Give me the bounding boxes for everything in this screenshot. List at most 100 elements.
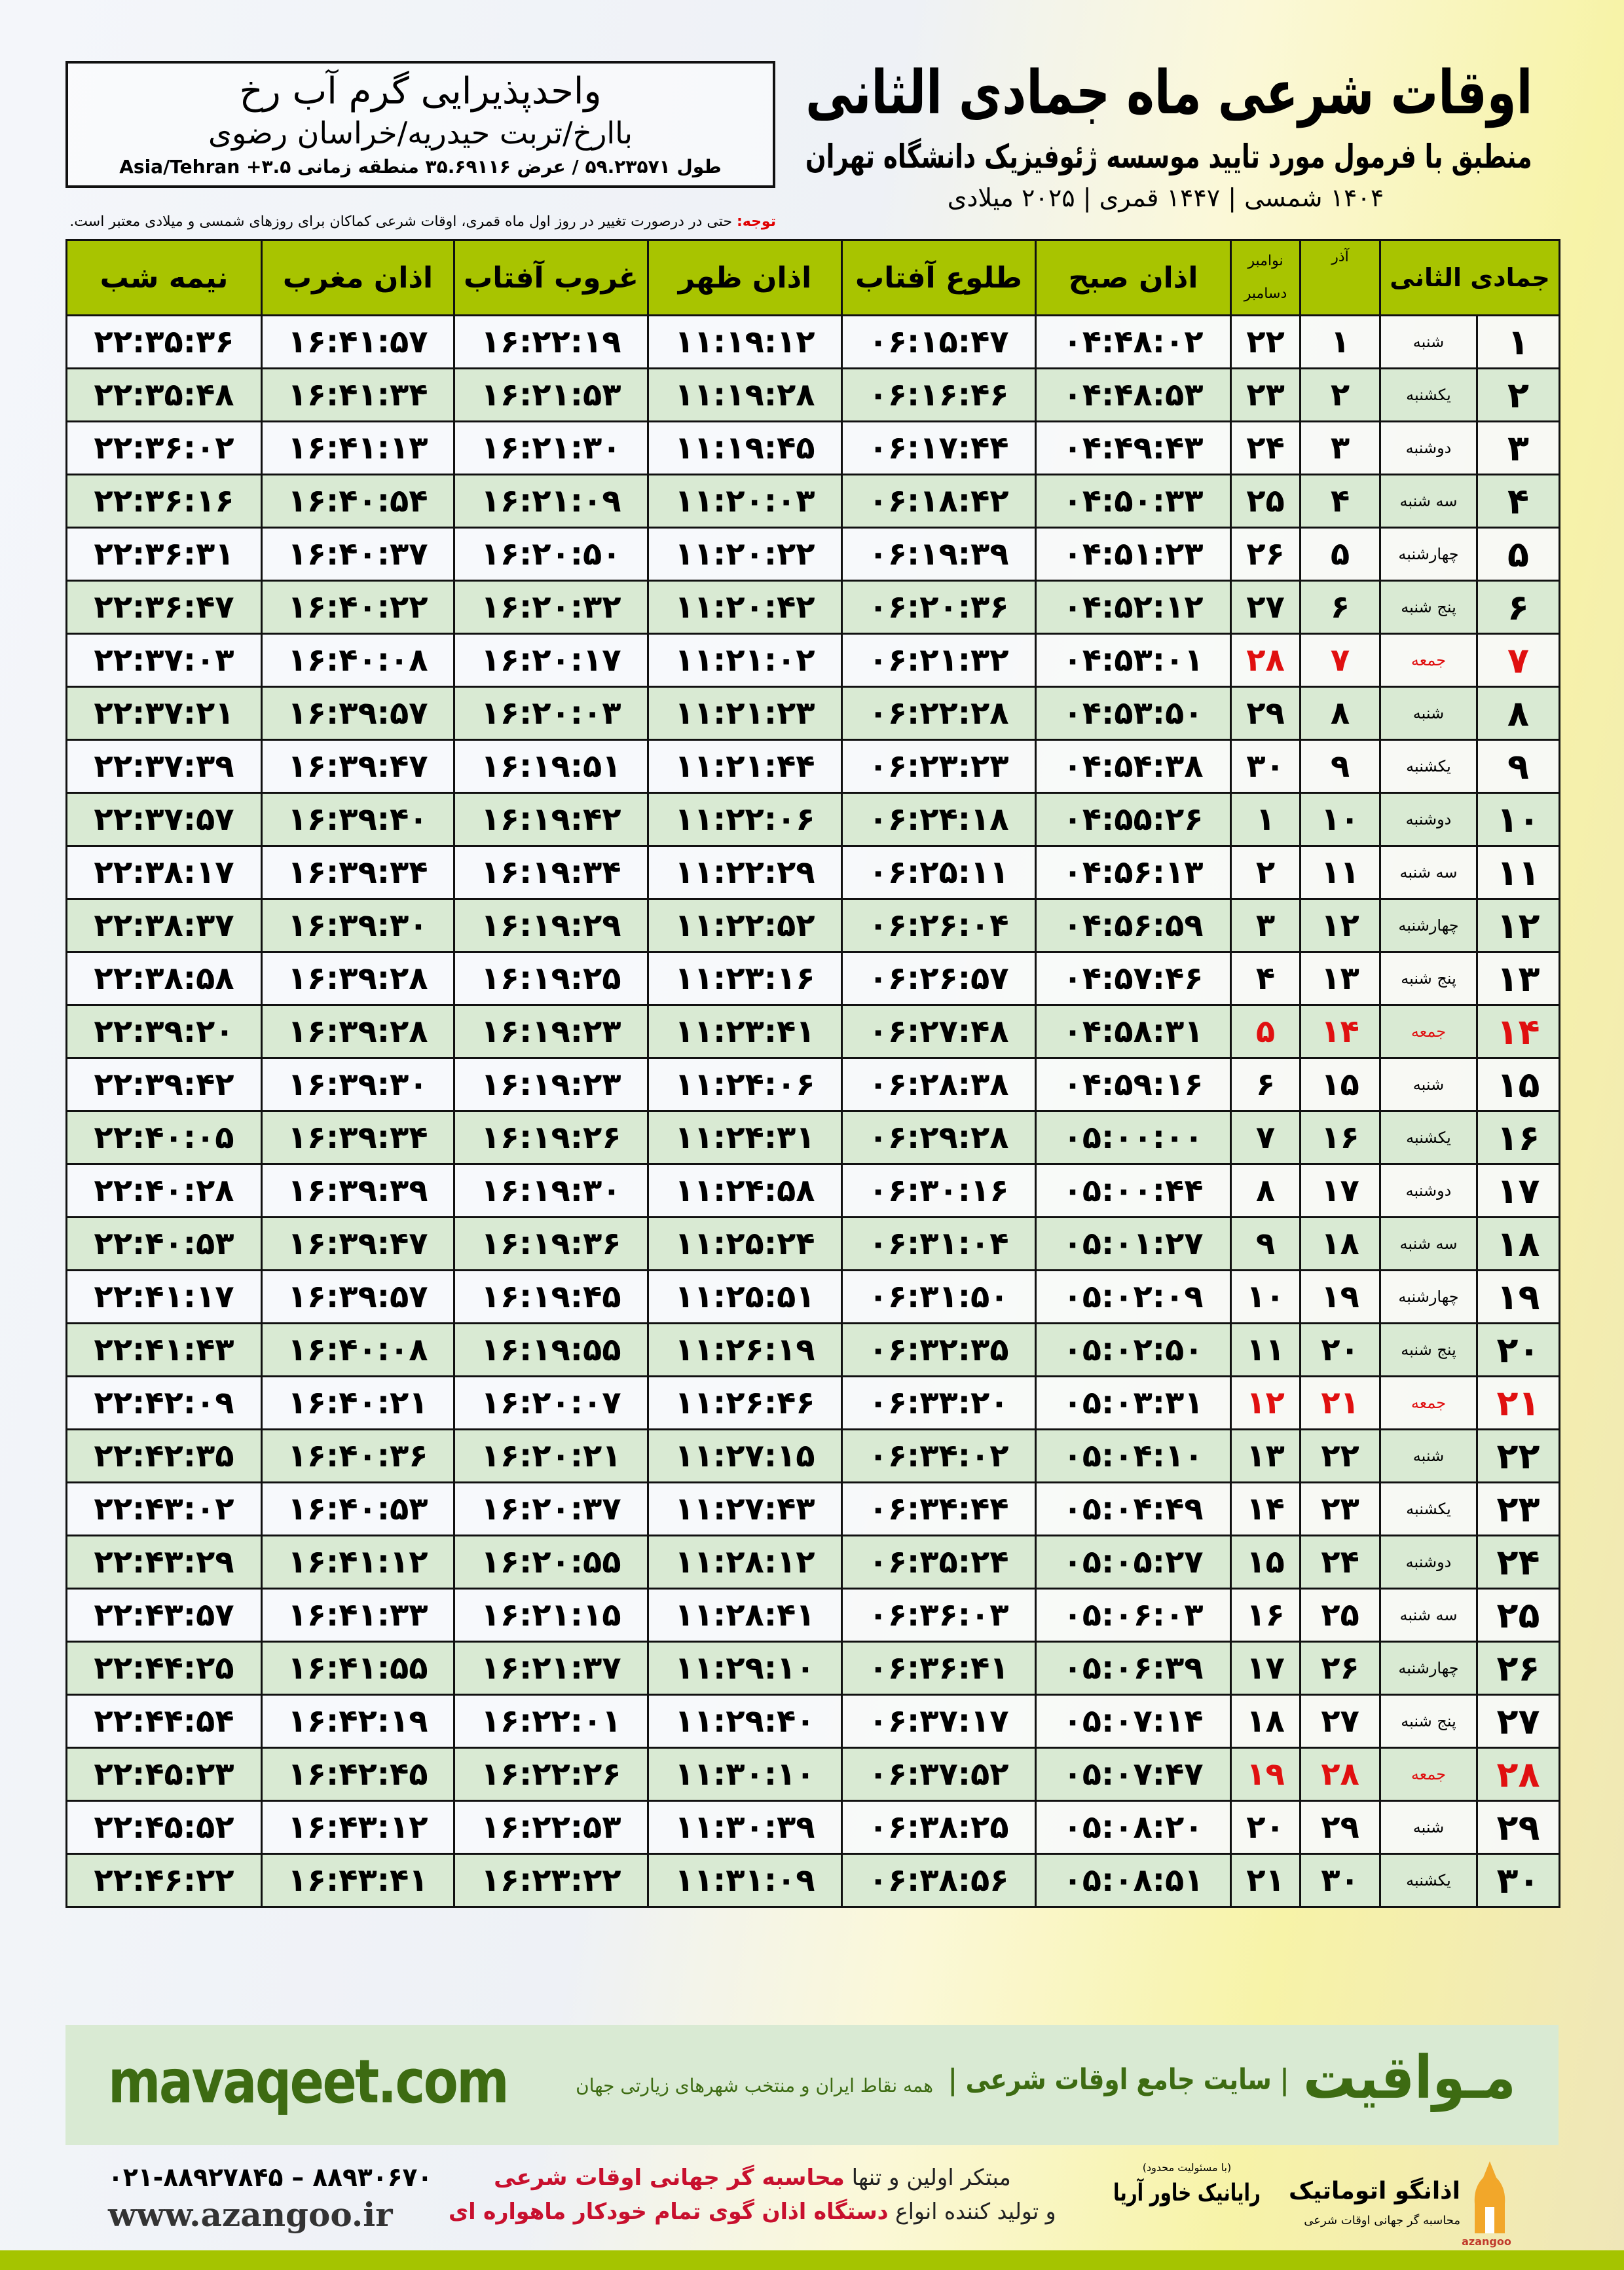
maghrib-time: ۱۶:۴۰:۳۷ (261, 527, 455, 582)
sunrise-time: ۰۶:۳۸:۲۵ (841, 1800, 1037, 1855)
weekday: چهارشنبه (1378, 527, 1479, 582)
sunrise-time: ۰۶:۳۴:۴۴ (841, 1481, 1037, 1536)
nov-dec-day: ۸ (1230, 1163, 1301, 1218)
nov-dec-day: ۲۲ (1230, 314, 1301, 369)
day-number: ۱۸ (1476, 1216, 1561, 1271)
sunrise-time: ۰۶:۲۶:۰۴ (841, 898, 1037, 953)
dhuhr-time: ۱۱:۲۴:۳۱ (647, 1110, 843, 1165)
year-line: ۱۴۰۴ شمسی | ۱۴۴۷ قمری | ۲۰۲۵ میلادی (947, 183, 1384, 212)
maghrib-time: ۱۶:۳۹:۴۷ (261, 1216, 455, 1271)
weekday: پنج شنبه (1378, 1322, 1479, 1377)
azar-day: ۱۲ (1299, 898, 1381, 953)
fajr-time: ۰۵:۰۲:۰۹ (1035, 1269, 1232, 1324)
azar-day: ۲ (1299, 367, 1381, 422)
weekday: دوشنبه (1378, 420, 1479, 475)
rayanik-small: (با مسئولیت محدود) (1142, 2161, 1232, 2174)
azar-day: ۱۱ (1299, 845, 1381, 900)
sunset-time: ۱۶:۲۰:۳۷ (453, 1481, 649, 1536)
midnight-time: ۲۲:۳۹:۴۲ (65, 1057, 263, 1112)
nov-dec-day: ۱۸ (1230, 1694, 1301, 1749)
dhuhr-time: ۱۱:۲۱:۲۳ (647, 686, 843, 741)
mavaqeet-sub: همه نقاط ایران و منتخب شهرهای زیارتی جها… (576, 2075, 933, 2096)
minaret-icon (1474, 2161, 1505, 2233)
maghrib-time: ۱۶:۴۰:۲۱ (261, 1375, 455, 1430)
weekday: پنج شنبه (1378, 1694, 1479, 1749)
bottom-bar (0, 2250, 1624, 2270)
table-row: ۹ یکشنبه ۹ ۳۰ ۰۴:۵۴:۳۸ ۰۶:۲۳:۲۳ ۱۱:۲۱:۴۴ ۱۶:۱۹:… (65, 739, 1561, 794)
fajr-time: ۰۴:۴۸:۰۲ (1035, 314, 1232, 369)
midnight-time: ۲۲:۴۴:۵۴ (65, 1694, 263, 1749)
fajr-time: ۰۵:۰۰:۴۴ (1035, 1163, 1232, 1218)
midnight-time: ۲۲:۴۵:۵۲ (65, 1800, 263, 1855)
sunset-time: ۱۶:۲۱:۳۷ (453, 1641, 649, 1696)
day-number: ۲۲ (1476, 1428, 1561, 1483)
midnight-time: ۲۲:۳۸:۳۷ (65, 898, 263, 953)
nov-dec-day: ۱۵ (1230, 1535, 1301, 1590)
fajr-time: ۰۴:۵۹:۱۶ (1035, 1057, 1232, 1112)
maghrib-time: ۱۶:۳۹:۴۷ (261, 739, 455, 794)
sunset-time: ۱۶:۲۱:۵۳ (453, 367, 649, 422)
weekday: پنج شنبه (1378, 951, 1479, 1006)
azar-day: ۱۸ (1299, 1216, 1381, 1271)
nov-dec-day: ۲۴ (1230, 420, 1301, 475)
mavaqeet-banner (65, 2025, 1559, 2145)
sunrise-time: ۰۶:۱۵:۴۷ (841, 314, 1037, 369)
azar-day: ۲۳ (1299, 1481, 1381, 1536)
header-azar-label: آذر (1331, 249, 1349, 265)
header-dec: دسامبر (1244, 286, 1287, 302)
azar-day: ۱۷ (1299, 1163, 1381, 1218)
nov-dec-day: ۲۵ (1230, 474, 1301, 529)
midnight-time: ۲۲:۳۶:۱۶ (65, 474, 263, 529)
table-row: ۱۸ سه شنبه ۱۸ ۹ ۰۵:۰۱:۲۷ ۰۶:۳۱:۰۴ ۱۱:۲۵:۲۴ ۱۶:۱… (65, 1216, 1561, 1271)
day-number: ۳۰ (1476, 1853, 1561, 1908)
promo-1a: مبتکر اولین و تنها (844, 2165, 1011, 2191)
day-number: ۲۱ (1476, 1375, 1561, 1430)
day-number: ۲۴ (1476, 1535, 1561, 1590)
rayanik-logo: رایانیک خاور آریا (1113, 2180, 1261, 2206)
dhuhr-time: ۱۱:۱۹:۱۲ (647, 314, 843, 369)
midnight-time: ۲۲:۳۸:۵۸ (65, 951, 263, 1006)
midnight-time: ۲۲:۳۵:۴۸ (65, 367, 263, 422)
day-number: ۱۲ (1476, 898, 1561, 953)
weekday: یکشنبه (1378, 1853, 1479, 1908)
midnight-time: ۲۲:۳۷:۵۷ (65, 792, 263, 847)
sunset-time: ۱۶:۱۹:۴۵ (453, 1269, 649, 1324)
dhuhr-time: ۱۱:۳۱:۰۹ (647, 1853, 843, 1908)
azangoo-name-box: اذانگو اتوماتیک (1283, 2178, 1460, 2205)
day-number: ۱۶ (1476, 1110, 1561, 1165)
table-row: ۱۱ سه شنبه ۱۱ ۲ ۰۴:۵۶:۱۳ ۰۶:۲۵:۱۱ ۱۱:۲۲:۲۹ ۱۶:۱… (65, 845, 1561, 900)
header-ghorub: غروب آفتاب (453, 239, 649, 316)
fajr-time: ۰۵:۰۶:۰۳ (1035, 1588, 1232, 1643)
fajr-time: ۰۵:۰۰:۰۰ (1035, 1110, 1232, 1165)
sunrise-time: ۰۶:۳۰:۱۶ (841, 1163, 1037, 1218)
sunset-time: ۱۶:۲۲:۵۳ (453, 1800, 649, 1855)
midnight-time: ۲۲:۳۶:۳۱ (65, 527, 263, 582)
maghrib-time: ۱۶:۴۰:۵۳ (261, 1481, 455, 1536)
azar-day: ۲۴ (1299, 1535, 1381, 1590)
fajr-time: ۰۵:۰۸:۵۱ (1035, 1853, 1232, 1908)
azangoo-url[interactable]: www.azangoo.ir (108, 2195, 393, 2234)
nov-dec-day: ۲۹ (1230, 686, 1301, 741)
maghrib-time: ۱۶:۴۱:۱۲ (261, 1535, 455, 1590)
mavaqeet-url[interactable]: mavaqeet.com (108, 2047, 509, 2117)
table-row: ۴ سه شنبه ۴ ۲۵ ۰۴:۵۰:۳۳ ۰۶:۱۸:۴۲ ۱۱:۲۰:۰۳ ۱۶:۲۱… (65, 474, 1561, 529)
fajr-time: ۰۴:۵۱:۲۳ (1035, 527, 1232, 582)
maghrib-time: ۱۶:۴۱:۳۳ (261, 1588, 455, 1643)
sunset-time: ۱۶:۱۹:۳۰ (453, 1163, 649, 1218)
table-row: ۶ پنج شنبه ۶ ۲۷ ۰۴:۵۲:۱۲ ۰۶:۲۰:۳۶ ۱۱:۲۰:۴۲ ۱۶:۲… (65, 580, 1561, 635)
dhuhr-time: ۱۱:۱۹:۴۵ (647, 420, 843, 475)
weekday: چهارشنبه (1378, 1641, 1479, 1696)
table-row: ۳ دوشنبه ۳ ۲۴ ۰۴:۴۹:۴۳ ۰۶:۱۷:۴۴ ۱۱:۱۹:۴۵ ۱۶:۲۱:… (65, 420, 1561, 475)
dhuhr-time: ۱۱:۳۰:۳۹ (647, 1800, 843, 1855)
day-number: ۱۳ (1476, 951, 1561, 1006)
sunset-time: ۱۶:۱۹:۲۶ (453, 1110, 649, 1165)
weekday: جمعه (1378, 1375, 1479, 1430)
nov-dec-day: ۹ (1230, 1216, 1301, 1271)
location-coords: طول ۵۹.۲۳۵۷۱ / عرض ۳۵.۶۹۱۱۶ منطقه زمانی … (119, 156, 722, 177)
maghrib-time: ۱۶:۳۹:۴۰ (261, 792, 455, 847)
dhuhr-time: ۱۱:۲۰:۲۲ (647, 527, 843, 582)
sunrise-time: ۰۶:۳۲:۳۵ (841, 1322, 1037, 1377)
day-number: ۱۵ (1476, 1057, 1561, 1112)
table-row: ۱۹ چهارشنبه ۱۹ ۱۰ ۰۵:۰۲:۰۹ ۰۶:۳۱:۵۰ ۱۱:۲۵:۵۱ ۱۶… (65, 1269, 1561, 1324)
midnight-time: ۲۲:۴۳:۲۹ (65, 1535, 263, 1590)
